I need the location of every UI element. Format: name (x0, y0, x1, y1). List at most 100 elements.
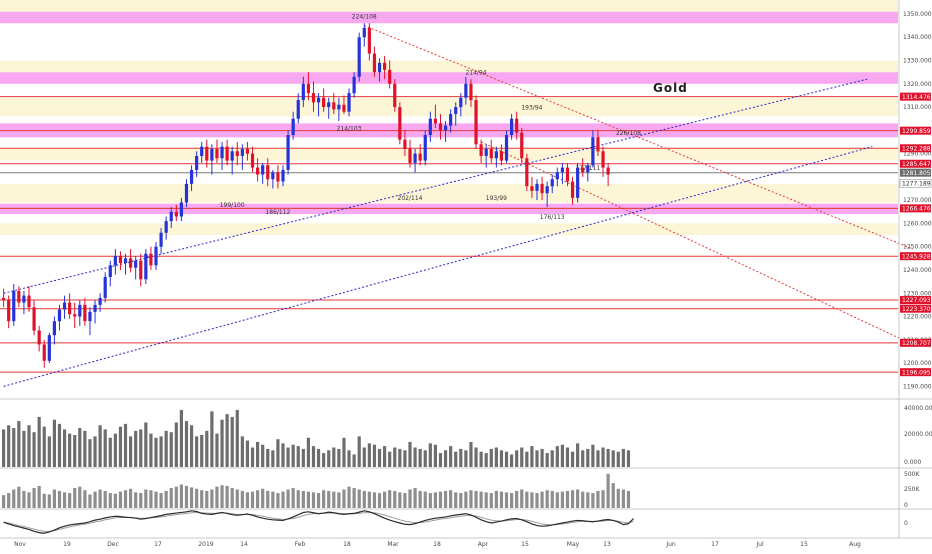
volume-bar (73, 435, 77, 467)
candle-body (129, 258, 133, 268)
volume-bar (296, 446, 300, 467)
candle (215, 139, 219, 163)
candle (520, 128, 524, 163)
candle (433, 104, 437, 129)
oscillator-bar (129, 488, 133, 508)
candle-body (555, 172, 559, 180)
candle (113, 249, 117, 275)
candle-body (123, 258, 128, 264)
candle (418, 144, 422, 166)
volume-bar (565, 447, 570, 467)
volume-bar (626, 450, 631, 467)
price-axis[interactable]: 1350.000 1340.000 1330.000 1320.000 1310.000… (898, 0, 932, 538)
candle (423, 130, 427, 166)
oscillator-bar (520, 489, 524, 508)
candle (189, 165, 194, 191)
date-tick-label: 13 (603, 541, 611, 548)
oscillator-bar (73, 488, 77, 508)
oscillator-bar (88, 494, 92, 508)
candle-body (266, 165, 270, 180)
candle-body (413, 153, 417, 163)
candle (377, 58, 382, 82)
candle (159, 228, 163, 254)
volume-bar (423, 450, 427, 467)
oscillator-bar (474, 490, 478, 508)
candle-body (489, 148, 493, 159)
oscillator-bar (586, 492, 590, 508)
candle (413, 148, 417, 173)
date-tick-label: 2019 (198, 541, 213, 548)
swing-annotation: 193/99 (486, 195, 507, 202)
candle-body (484, 148, 488, 156)
candle-body (22, 295, 26, 303)
oscillator-bar (2, 495, 6, 508)
level-price-tag-bg (900, 368, 931, 377)
price-tick-label: 1200.000 (903, 360, 932, 367)
oscillator-bar (408, 489, 412, 508)
candle-body (296, 100, 300, 119)
candle (489, 139, 493, 163)
oscillator-bar (113, 493, 117, 508)
date-tick-label: 18 (433, 541, 441, 548)
level-price-tag: 1208.707 (900, 338, 931, 347)
volume-bar (520, 447, 524, 467)
candle-body (159, 232, 163, 247)
date-tick-label: Jul (755, 541, 764, 548)
oscillator-bar (154, 491, 158, 508)
candle-body (560, 167, 564, 173)
candle (311, 81, 316, 112)
momentum-line (3, 510, 634, 534)
candle (47, 332, 51, 364)
candle-body (12, 290, 16, 322)
candle-body (586, 165, 590, 173)
candle-body (27, 295, 31, 308)
volume-bar (169, 432, 173, 467)
oscillator-bar (403, 493, 407, 508)
volume-bar (52, 419, 56, 467)
candle-body (195, 155, 199, 170)
oscillator-bar (184, 485, 189, 508)
candle-body (230, 151, 234, 161)
candle (256, 158, 260, 182)
oscillator-bar (459, 493, 463, 508)
oscillator-bar (611, 483, 615, 508)
candle (32, 300, 36, 336)
candle (301, 76, 305, 108)
swing-annotation: 224/108 (352, 14, 377, 21)
oscillator-bar (606, 473, 610, 508)
candle-body (393, 83, 397, 108)
volume-bar (215, 433, 219, 467)
oscillator-bar (362, 490, 366, 508)
candle (474, 95, 478, 149)
candle (515, 111, 519, 140)
volume-bar (57, 423, 62, 467)
candle-body (256, 167, 260, 175)
volume-bar (367, 443, 371, 467)
candle-body (78, 304, 82, 317)
oscillator-bar (504, 492, 509, 508)
candle-body (164, 221, 168, 233)
candle (179, 197, 183, 222)
candle-body (418, 153, 422, 161)
oscillator-bar (393, 490, 397, 508)
date-axis[interactable]: Nov 19 Dec 17 2019 14 Feb 18 Mar 18 Apr 15 May 13 Jun 1… (14, 541, 861, 548)
candle-body (377, 62, 382, 73)
volume-bar (210, 411, 214, 467)
oscillator-bar (17, 486, 21, 508)
oscillator-bar (438, 491, 443, 508)
candle-body (83, 304, 87, 322)
candle-body (103, 276, 107, 298)
oscillator-bar (576, 489, 580, 508)
candle (352, 72, 356, 98)
volume-bar (205, 430, 209, 467)
oscillator-bar (413, 488, 417, 508)
volume-bar (555, 446, 559, 467)
zone-band (0, 72, 898, 84)
oscillator-tick-label: 500K (904, 471, 920, 478)
volume-bar (27, 425, 31, 467)
candle (550, 174, 554, 194)
oscillator-bar (550, 490, 554, 508)
volume-bar (596, 450, 600, 467)
